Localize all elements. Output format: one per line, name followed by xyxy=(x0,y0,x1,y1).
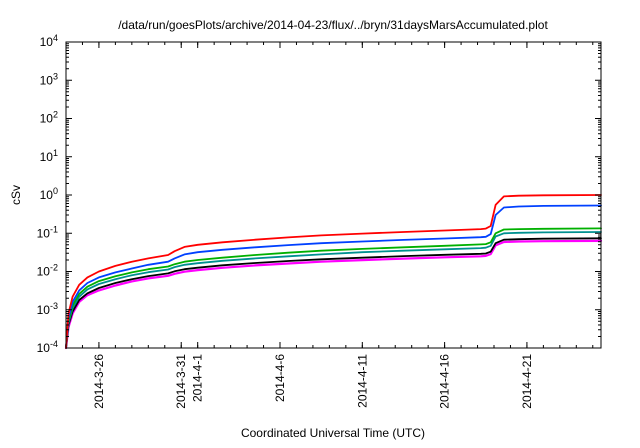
series-magenta-line xyxy=(64,239,603,350)
y-tick-label: 10-1 xyxy=(37,224,58,240)
series-red-line xyxy=(65,194,602,349)
x-tick-label: 2014-4-6 xyxy=(273,354,287,402)
y-tick-label: 10-2 xyxy=(37,263,58,279)
y-tick-label: 10-3 xyxy=(37,301,58,317)
axis-tick-labels: 104 103 102 101 100 10-1 10-2 10-3 10-4 2014-3-26… xyxy=(37,33,534,409)
x-tick-label: 2014-4-1 xyxy=(191,354,205,402)
x-axis-title: Coordinated Universal Time (UTC) xyxy=(241,426,425,440)
series-green-line xyxy=(65,227,602,349)
series-teal-line xyxy=(65,231,602,349)
plot-frame xyxy=(65,41,602,349)
series-blue-line xyxy=(65,204,602,349)
x-tick-label: 2014-4-11 xyxy=(355,354,369,408)
y-tick-label: 10-4 xyxy=(37,339,58,355)
y-tick-label: 100 xyxy=(40,186,58,202)
series-lines xyxy=(64,194,603,350)
y-axis-title: cSv xyxy=(9,185,23,205)
x-tick-label: 2014-4-21 xyxy=(520,354,534,409)
y-tick-label: 102 xyxy=(40,110,58,126)
x-tick-label: 2014-3-31 xyxy=(174,354,188,409)
x-tick-label: 2014-3-26 xyxy=(92,354,106,409)
chart-title: /data/run/goesPlots/archive/2014-04-23/f… xyxy=(118,18,548,32)
y-tick-label: 104 xyxy=(40,33,58,49)
y-tick-label: 101 xyxy=(40,148,58,164)
y-tick-label: 103 xyxy=(40,71,58,87)
series-black-line xyxy=(65,237,602,349)
x-tick-label: 2014-4-16 xyxy=(438,354,452,409)
